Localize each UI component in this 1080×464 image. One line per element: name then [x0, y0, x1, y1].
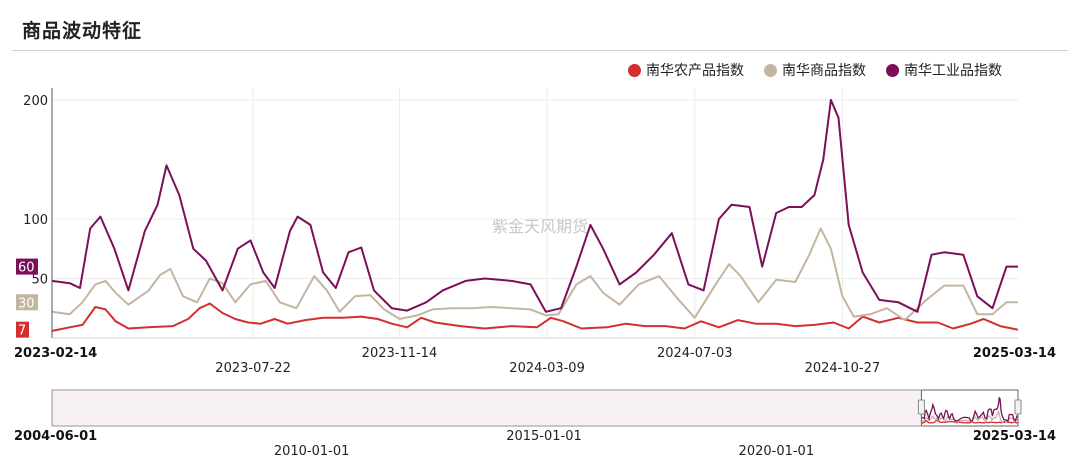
y-tick-label: 50 — [31, 272, 48, 287]
x-tick-label: 2023-11-14 — [362, 346, 438, 361]
chart-legend: 南华农产品指数 南华商品指数 南华工业品指数 — [628, 60, 1002, 80]
watermark: 紫金天风期货 — [492, 217, 588, 236]
navigator-tick-label: 2010-01-01 — [274, 444, 350, 459]
navigator-tick-label: 2004-06-01 — [14, 429, 97, 444]
navigator-tick-label: 2020-01-01 — [739, 444, 815, 459]
navigator-series-commodity — [921, 410, 1018, 423]
legend-item-commodity[interactable]: 南华商品指数 — [764, 60, 866, 80]
navigator-series-agri — [921, 419, 1019, 424]
y-tick-label: 200 — [23, 94, 48, 109]
navigator-tick-label: 2015-01-01 — [506, 429, 582, 444]
navigator-handle-right[interactable] — [1014, 399, 1022, 415]
legend-label-commodity: 南华商品指数 — [782, 63, 866, 79]
x-tick-label: 2025-03-14 — [973, 346, 1056, 361]
legend-dot-agri — [628, 63, 641, 77]
navigator-handle-left[interactable] — [917, 399, 925, 415]
title-divider — [12, 50, 1068, 51]
x-tick-label: 2024-03-09 — [509, 361, 585, 376]
last-value-badge-agri: 7 — [16, 321, 29, 339]
legend-item-industrial[interactable]: 南华工业品指数 — [886, 60, 1002, 80]
navigator-frame — [51, 389, 1019, 427]
axis-layer: 50 100 200 2023-02-14 2023-07-22 2023-11-14 20… — [14, 88, 1056, 376]
x-tick-label: 2024-10-27 — [805, 361, 881, 376]
page-title: 商品波动特征 — [22, 20, 143, 42]
last-value-badge-text: 7 — [18, 324, 26, 339]
x-tick-label: 2024-07-03 — [657, 346, 733, 361]
navigator-tick-label: 2025-03-14 — [973, 429, 1056, 444]
last-value-badge-text: 30 — [18, 296, 35, 311]
industrial-series-line[interactable] — [51, 98, 1018, 313]
legend-label-industrial: 南华工业品指数 — [904, 63, 1002, 79]
last-value-badge-commodity: 30 — [16, 294, 38, 311]
legend-dot-industrial — [886, 63, 899, 77]
navigator-series-industrial — [921, 397, 1018, 423]
legend-item-agri[interactable]: 南华农产品指数 — [628, 60, 744, 80]
commodity-series-line[interactable] — [51, 227, 1018, 322]
series-layer — [51, 98, 1019, 332]
legend-dot-commodity — [764, 63, 777, 77]
x-tick-label: 2023-07-22 — [215, 361, 291, 376]
range-navigator[interactable]: 2004-06-01 2010-01-01 2015-01-01 2020-01-01… — [14, 389, 1056, 459]
last-value-badge-industrial: 60 — [16, 258, 38, 276]
last-value-badge-bg — [16, 294, 38, 311]
grid-layer — [52, 88, 1018, 338]
navigator-unselected-mask — [52, 390, 922, 426]
last-value-badge-text: 60 — [18, 261, 35, 276]
x-tick-label: 2023-02-14 — [14, 346, 97, 361]
agri-series-line[interactable] — [51, 302, 1019, 332]
last-value-badge-bg — [16, 321, 29, 338]
legend-label-agri: 南华农产品指数 — [646, 63, 744, 79]
last-value-badge-bg — [16, 258, 38, 275]
y-tick-label: 100 — [23, 213, 48, 228]
last-value-labels: 7 30 60 — [16, 258, 38, 339]
